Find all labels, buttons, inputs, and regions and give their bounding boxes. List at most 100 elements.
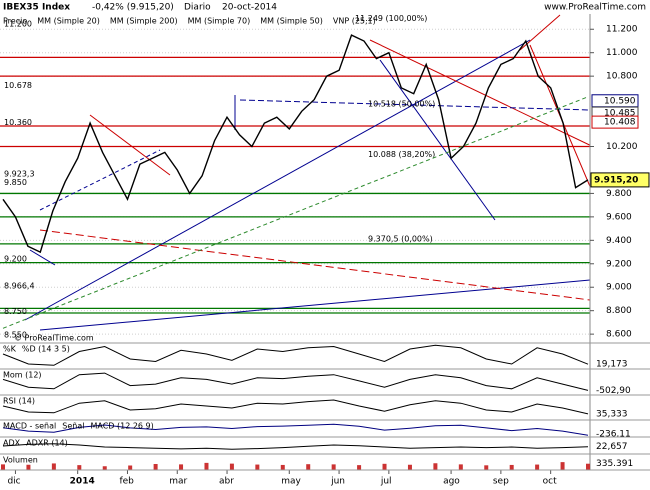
marker-label: 10.408: [604, 118, 636, 128]
price-line: [2, 34, 589, 254]
trend-line: [239, 99, 591, 111]
y-tick-label: 11.000: [606, 48, 638, 58]
panel-last-value: -502,90: [596, 386, 631, 396]
marker-label: 10.485: [604, 109, 636, 119]
panel-label: %D (14 3 5): [22, 345, 70, 354]
volume-bar: [280, 464, 285, 470]
panel-label: ADXR (14): [26, 439, 68, 448]
x-tick-label: jun: [330, 477, 345, 487]
y-tick-label: 10.800: [606, 72, 638, 82]
volume-bar: [382, 463, 387, 470]
panel-label: Volumen: [3, 456, 38, 465]
panel-label: ADX: [3, 439, 21, 448]
trend-line: [24, 39, 531, 321]
trend-line: [369, 39, 601, 151]
volume-bar: [560, 462, 565, 470]
volume-bar: [306, 464, 311, 470]
period: Diario: [184, 3, 211, 13]
trend-line: [39, 149, 161, 211]
trend-lines: [24, 14, 601, 331]
indicator-line: [2, 443, 589, 450]
chart-subtitle: -0,42% (9.915,20): [92, 3, 174, 13]
date: 20-oct-2014: [222, 3, 277, 13]
fib-label: 10.088 (38,20%): [368, 150, 435, 159]
volume-bar: [153, 464, 158, 470]
axis-background: [590, 14, 650, 490]
trend-line: [89, 114, 171, 176]
watermark: © ProRealTime.com: [14, 334, 94, 343]
volume-bar: [1, 464, 5, 470]
trend-line: [29, 249, 56, 266]
volume-bar: [433, 463, 438, 470]
volume-bar: [179, 464, 184, 470]
profile-label: 8.966,4: [4, 282, 35, 291]
fib-label: 11.249 (100,00%): [355, 14, 427, 23]
fib-label: 9.370,5 (0,00%): [368, 234, 433, 243]
profile-label: 9.850: [4, 178, 27, 187]
y-tick-label: 9.200: [606, 259, 632, 269]
indicator-line: [2, 399, 589, 415]
x-tick-label: jul: [380, 477, 392, 487]
last-price-label: 9.915,20: [594, 175, 638, 185]
volume-bar: [204, 462, 209, 470]
x-tick-label: dic: [7, 477, 20, 487]
indicator-line: [2, 372, 589, 391]
source: www.ProRealTime.com: [544, 3, 646, 13]
trend-line: [529, 44, 601, 211]
volume-bar: [357, 465, 362, 470]
panel-last-value: 22,657: [596, 442, 628, 452]
legend-entry: MM (Simple 200): [110, 17, 178, 26]
panel-label: MACD - señal: [3, 422, 56, 431]
profile-label: 11.200: [4, 20, 32, 29]
marker-label: 10.590: [604, 96, 636, 106]
x-tick-label: may: [281, 477, 301, 487]
volume-bar: [255, 464, 260, 470]
x-tick-label: oct: [543, 477, 557, 487]
panel-label: %K: [3, 345, 17, 354]
panel-label: Mom (12): [3, 371, 42, 380]
volume-bar: [484, 465, 489, 470]
panel-last-value: -236,11: [596, 430, 631, 440]
profile-label: 8.550: [4, 331, 27, 340]
volume-bar: [102, 466, 107, 470]
legend-entry: Precio: [3, 17, 27, 26]
indicator-line: [2, 344, 589, 366]
x-tick-label: feb: [119, 477, 134, 487]
volume-bar: [128, 465, 133, 470]
y-tick-label: 9.400: [606, 236, 632, 246]
volume-bar: [26, 464, 31, 470]
trend-line: [39, 229, 591, 301]
profile-label: 10.678: [4, 81, 32, 90]
last-price-box: [590, 172, 650, 188]
volume-bar: [229, 463, 234, 470]
x-tick-label: ago: [443, 477, 460, 487]
trend-line: [379, 59, 496, 221]
y-tick-label: 10.200: [606, 142, 638, 152]
profile-label: 9.923,3: [4, 169, 35, 178]
volume-bar: [407, 464, 412, 470]
volume-bar: [458, 464, 463, 470]
fib-label: 10.518 (50,00%): [368, 100, 435, 109]
panel-last-value: 19,173: [596, 360, 628, 370]
x-tick-label: mar: [169, 477, 187, 487]
x-tick-label: 2014: [70, 477, 95, 487]
y-tick-label: 8.800: [606, 306, 632, 316]
volume-bar: [77, 465, 82, 470]
marker-box: [591, 115, 639, 129]
panel-label: RSI (14): [3, 397, 35, 406]
profile-label: 10.360: [4, 118, 32, 127]
x-tick-label: abr: [219, 477, 234, 487]
volume-bar: [586, 463, 590, 470]
y-tick-label: 9.600: [606, 212, 632, 222]
y-tick-label: 9.000: [606, 283, 632, 293]
x-tick-label: sep: [493, 477, 509, 487]
profile-label: 9.200: [4, 254, 27, 263]
panel-label: Señal: [62, 422, 84, 431]
y-tick-label: 11.200: [606, 25, 638, 35]
y-tick-label: 8.600: [606, 330, 632, 340]
chart-title: IBEX35 Index: [3, 3, 70, 13]
panel-label: MACD (12 26 9): [90, 422, 153, 431]
legend-entry: MM (Simple 50): [260, 17, 323, 26]
